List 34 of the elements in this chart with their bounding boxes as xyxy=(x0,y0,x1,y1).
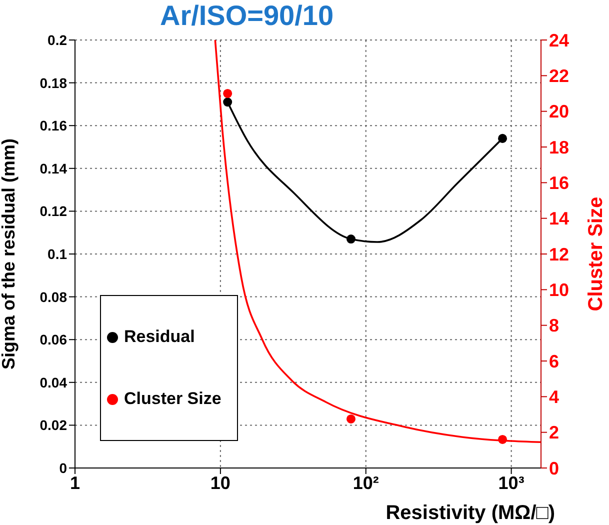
x-tick-label: 10² xyxy=(352,472,379,493)
y-tick-label: 0.02 xyxy=(40,417,68,434)
y-axis-title: Sigma of the residual (mm) xyxy=(0,138,18,370)
y-tick-label: 0.18 xyxy=(40,74,68,91)
y2-tick-label: 20 xyxy=(549,102,570,122)
y2-tick-label: 14 xyxy=(549,208,570,229)
y-tick-label: 0.04 xyxy=(40,374,68,390)
y-tick-label: 0.16 xyxy=(40,118,68,134)
y2-axis-title: Cluster Size xyxy=(585,196,608,312)
y2-tick-label: 6 xyxy=(549,351,560,372)
x-tick-label: 10 xyxy=(210,472,230,493)
y2-tick-label: 4 xyxy=(549,387,560,408)
y2-tick-label: 24 xyxy=(549,30,570,50)
y-tick-label: 0.08 xyxy=(40,288,68,305)
y2-tick-label: 2 xyxy=(549,422,560,443)
y2-tick-label: 16 xyxy=(549,173,570,194)
y-tick-label: 0.14 xyxy=(40,160,68,176)
chart-title: Ar/ISO=90/10 xyxy=(160,0,334,32)
y2-tick-label: 18 xyxy=(549,137,570,158)
x-axis-title: Resistivity (MΩ/□) xyxy=(386,502,555,524)
legend-label: Cluster Size xyxy=(124,389,222,409)
y2-tick-label: 10 xyxy=(549,280,570,300)
x-tick-label: 10³ xyxy=(498,472,524,493)
y2-tick-label: 8 xyxy=(549,316,560,336)
y-tick-label: 0 xyxy=(59,460,68,476)
y-tick-label: 0.2 xyxy=(48,32,68,48)
y2-tick-label: 0 xyxy=(549,458,560,478)
y2-tick-label: 22 xyxy=(549,66,570,86)
y-tick-label: 0.12 xyxy=(40,203,68,220)
y-tick-label: 0.06 xyxy=(40,332,68,348)
x-tick-label: 1 xyxy=(70,472,80,493)
y-tick-label: 0.1 xyxy=(48,246,68,262)
legend-label: Residual xyxy=(124,327,195,347)
y2-tick-label: 12 xyxy=(549,244,570,264)
